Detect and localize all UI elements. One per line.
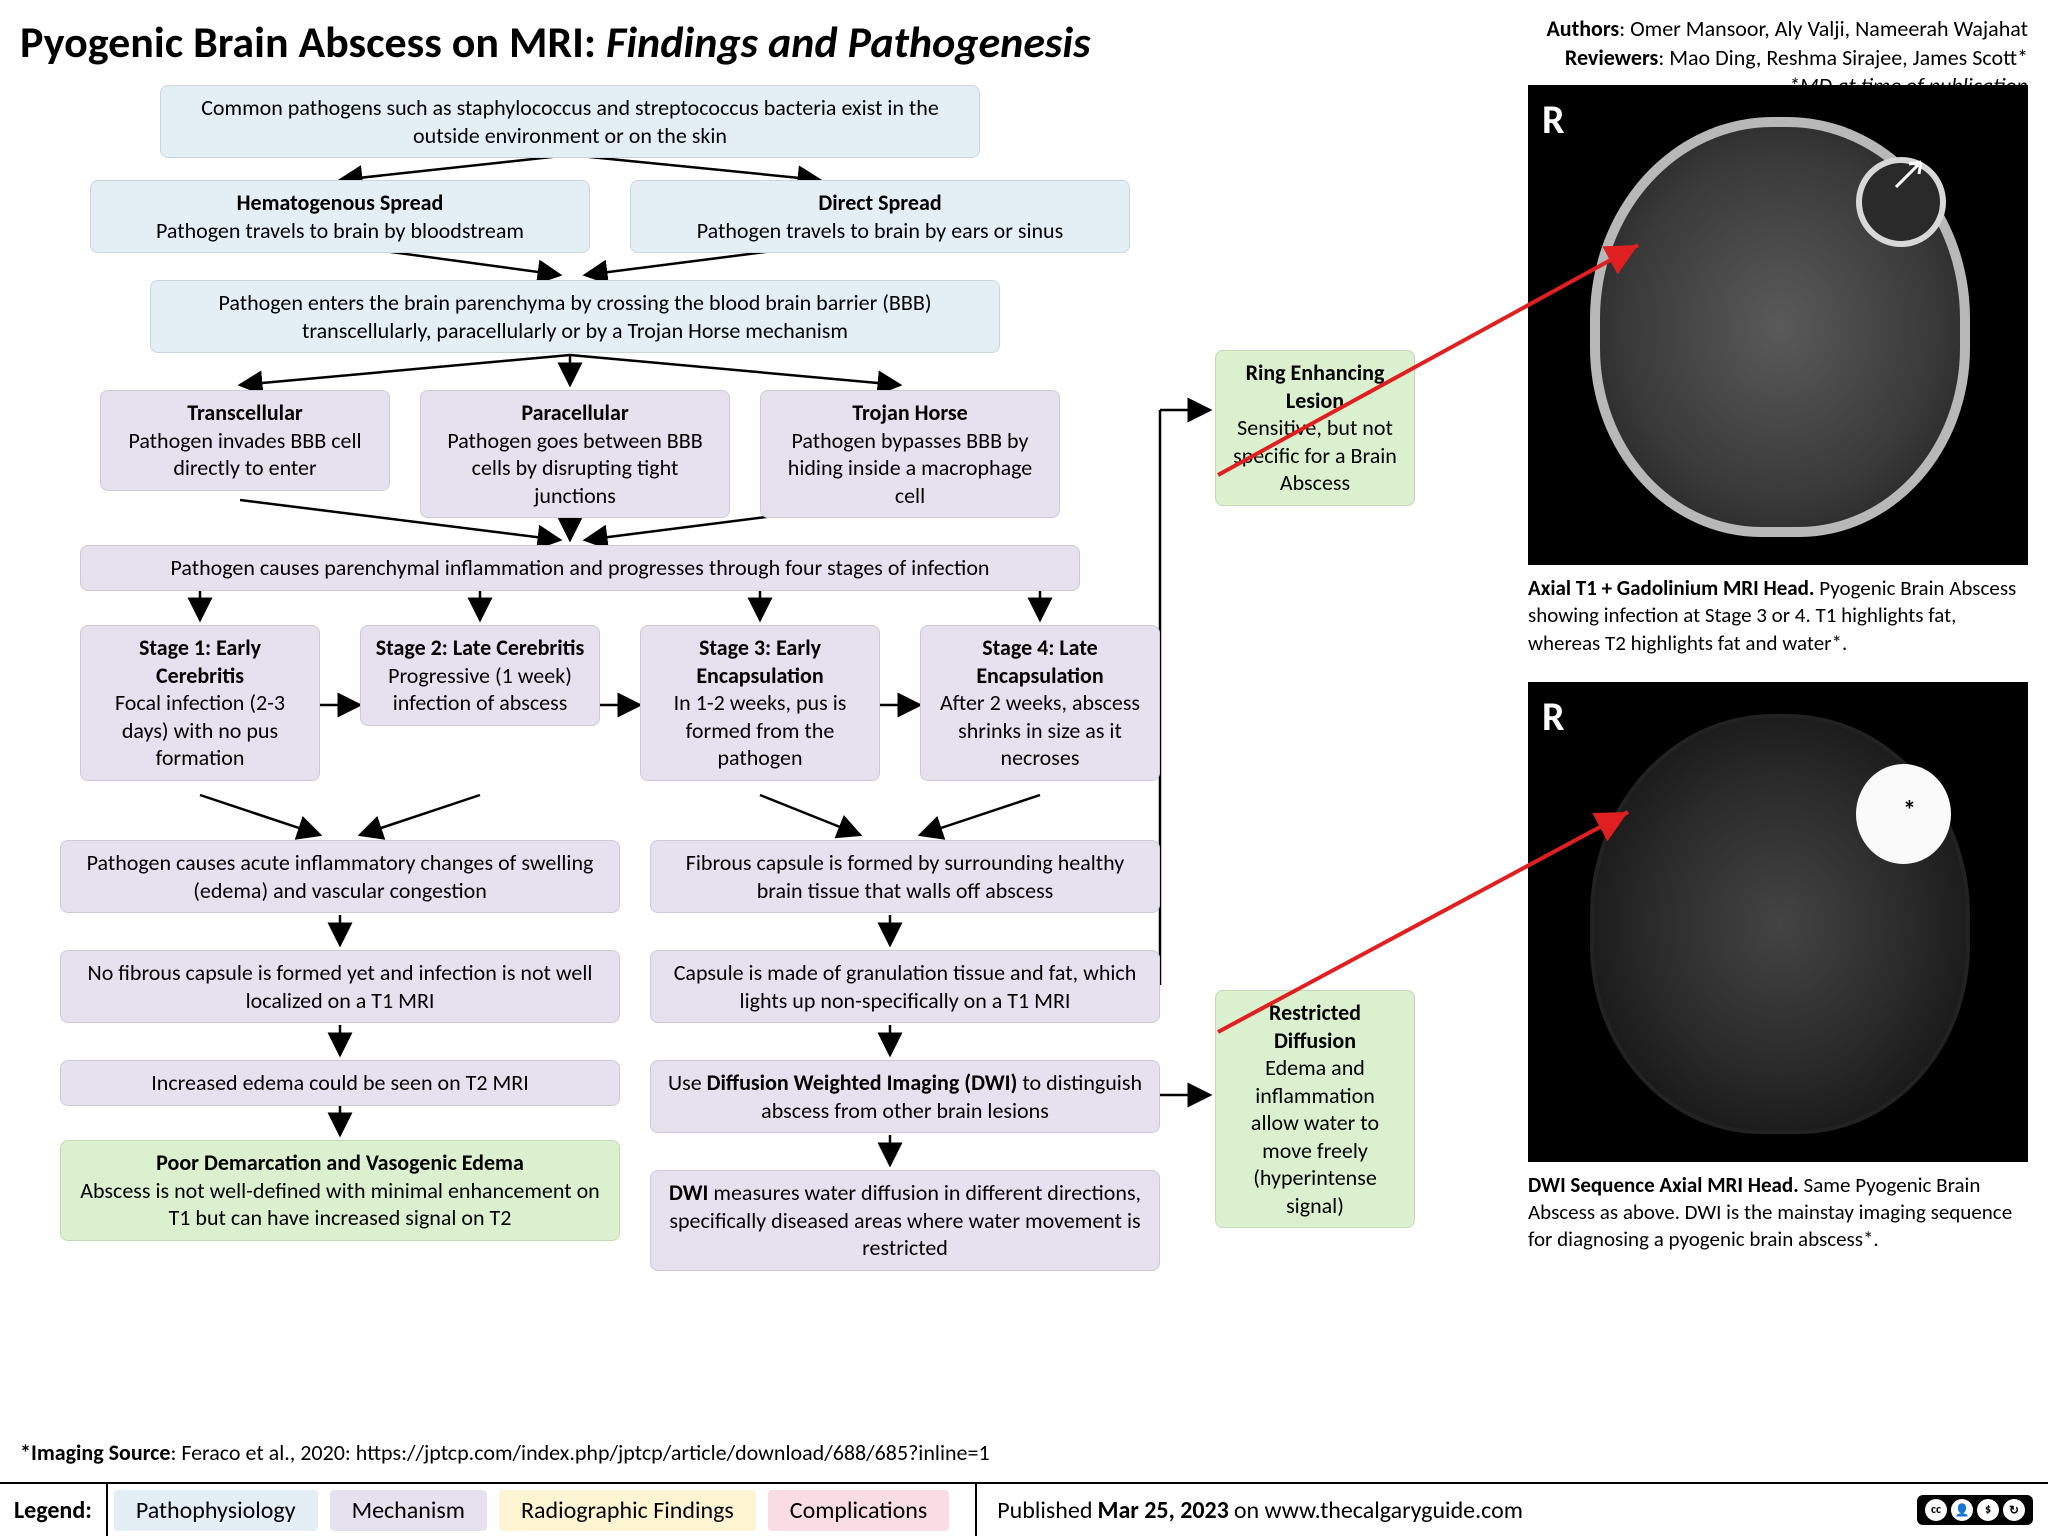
s2-title: Stage 2: Late Cerebritis <box>375 634 585 662</box>
source-label: *Imaging Source <box>20 1439 170 1466</box>
left4-box: Poor Demarcation and Vasogenic Edema Abs… <box>60 1140 620 1241</box>
mri2-caption: DWI Sequence Axial MRI Head. Same Pyogen… <box>1528 1172 2028 1254</box>
s1-desc: Focal infection (2-3 days) with no pus f… <box>115 689 285 771</box>
title-main: Pyogenic Brain Abscess on MRI: <box>20 15 596 69</box>
trans-title: Transcellular <box>115 399 375 427</box>
intro-box: Common pathogens such as staphylococcus … <box>160 85 980 158</box>
cap1a: Axial T1 + Gadolinium MRI Head. <box>1528 575 1815 601</box>
trojan-box: Trojan Horse Pathogen bypasses BBB by hi… <box>760 390 1060 518</box>
mri-column: R Axial T1 + Gadolinium MRI Head. Pyogen… <box>1328 85 2028 1279</box>
pub-date: Mar 25, 2023 <box>1097 1496 1228 1525</box>
legend-comp: Complications <box>768 1490 950 1531</box>
source-text: : Feraco et al., 2020: https://jptcp.com… <box>170 1439 989 1466</box>
cc-badge: cc 👤 $ ↻ <box>1917 1495 2033 1525</box>
by-icon: 👤 <box>1951 1499 1973 1521</box>
reviewers-label: Reviewers <box>1565 44 1658 71</box>
r3b: Diffusion Weighted Imaging (DWI) <box>707 1069 1018 1096</box>
trans-desc: Pathogen invades BBB cell directly to en… <box>128 427 361 482</box>
bbb-box: Pathogen enters the brain parenchyma by … <box>150 280 1000 353</box>
stage2-box: Stage 2: Late Cerebritis Progressive (1 … <box>360 625 600 726</box>
legend-patho: Pathophysiology <box>114 1490 318 1531</box>
mri2-wrap: R * <box>1328 682 2028 1162</box>
stage1-box: Stage 1: Early Cerebritis Focal infectio… <box>80 625 320 781</box>
lesion-arrow-icon <box>1891 152 1931 192</box>
s3-desc: In 1-2 weeks, pus is formed from the pat… <box>674 689 847 771</box>
para-desc: Pathogen goes between BBB cells by disru… <box>447 427 702 509</box>
sa-icon: ↻ <box>2003 1499 2025 1521</box>
star-marker: * <box>1903 794 1916 826</box>
r3a: Use <box>668 1069 707 1096</box>
reviewers: Mao Ding, Reshma Sirajee, James Scott* <box>1669 44 2028 71</box>
right4-box: DWI measures water diffusion in differen… <box>650 1170 1160 1271</box>
stages-intro-box: Pathogen causes parenchymal inflammation… <box>80 545 1080 591</box>
flowchart: Common pathogens such as staphylococcus … <box>20 80 1320 1400</box>
cc-icon: cc <box>1925 1499 1947 1521</box>
legend-mech: Mechanism <box>330 1490 487 1531</box>
legend-bar: Legend: Pathophysiology Mechanism Radiog… <box>0 1482 2048 1536</box>
para-box: Paracellular Pathogen goes between BBB c… <box>420 390 730 518</box>
left1-box: Pathogen causes acute inflammatory chang… <box>60 840 620 913</box>
r4b: measures water diffusion in different di… <box>669 1179 1141 1261</box>
cap2a: DWI Sequence Axial MRI Head. <box>1528 1172 1799 1198</box>
trojan-title: Trojan Horse <box>775 399 1045 427</box>
pub2: on www.thecalgaryguide.com <box>1234 1496 1523 1525</box>
hemo-desc: Pathogen travels to brain by bloodstream <box>156 217 524 244</box>
r-label-2: R <box>1542 692 1565 741</box>
nc-icon: $ <box>1977 1499 1999 1521</box>
direct-box: Direct Spread Pathogen travels to brain … <box>630 180 1130 253</box>
left4-desc: Abscess is not well-defined with minimal… <box>80 1177 599 1232</box>
direct-desc: Pathogen travels to brain by ears or sin… <box>697 217 1063 244</box>
right3-box: Use Diffusion Weighted Imaging (DWI) to … <box>650 1060 1160 1133</box>
para-title: Paracellular <box>435 399 715 427</box>
authors-label: Authors <box>1546 15 1619 42</box>
hemo-box: Hematogenous Spread Pathogen travels to … <box>90 180 590 253</box>
left2-box: No fibrous capsule is formed yet and inf… <box>60 950 620 1023</box>
publication: Published Mar 25, 2023 on www.thecalgary… <box>975 1484 1523 1536</box>
red-arrow-2 <box>1208 792 1658 1042</box>
stage3-box: Stage 3: Early Encapsulation In 1-2 week… <box>640 625 880 781</box>
left3-box: Increased edema could be seen on T2 MRI <box>60 1060 620 1106</box>
hemo-title: Hematogenous Spread <box>105 189 575 217</box>
s4-desc: After 2 weeks, abscess shrinks in size a… <box>940 689 1140 771</box>
red-arrow-1 <box>1208 235 1658 485</box>
s1-title: Stage 1: Early Cerebritis <box>95 634 305 689</box>
left4-title: Poor Demarcation and Vasogenic Edema <box>75 1149 605 1177</box>
mri1-wrap: R <box>1328 85 2028 565</box>
right2-box: Capsule is made of granulation tissue an… <box>650 950 1160 1023</box>
trojan-desc: Pathogen bypasses BBB by hiding inside a… <box>788 427 1032 509</box>
s3-title: Stage 3: Early Encapsulation <box>655 634 865 689</box>
right1-box: Fibrous capsule is formed by surrounding… <box>650 840 1160 913</box>
stage4-box: Stage 4: Late Encapsulation After 2 week… <box>920 625 1160 781</box>
direct-title: Direct Spread <box>645 189 1115 217</box>
mri1-caption: Axial T1 + Gadolinium MRI Head. Pyogenic… <box>1528 575 2028 657</box>
r4a: DWI <box>669 1179 708 1206</box>
imaging-source: *Imaging Source: Feraco et al., 2020: ht… <box>20 1439 990 1466</box>
title-sub: Findings and Pathogenesis <box>606 15 1090 69</box>
legend-radio: Radiographic Findings <box>499 1490 756 1531</box>
pub1: Published <box>997 1496 1092 1525</box>
s4-title: Stage 4: Late Encapsulation <box>935 634 1145 689</box>
s2-desc: Progressive (1 week) infection of absces… <box>388 662 572 717</box>
legend-label: Legend: <box>0 1484 108 1536</box>
trans-box: Transcellular Pathogen invades BBB cell … <box>100 390 390 491</box>
page-title: Pyogenic Brain Abscess on MRI: Findings … <box>20 15 1090 69</box>
r-label-1: R <box>1542 95 1565 144</box>
authors: Omer Mansoor, Aly Valji, Nameerah Wajaha… <box>1630 15 2028 42</box>
